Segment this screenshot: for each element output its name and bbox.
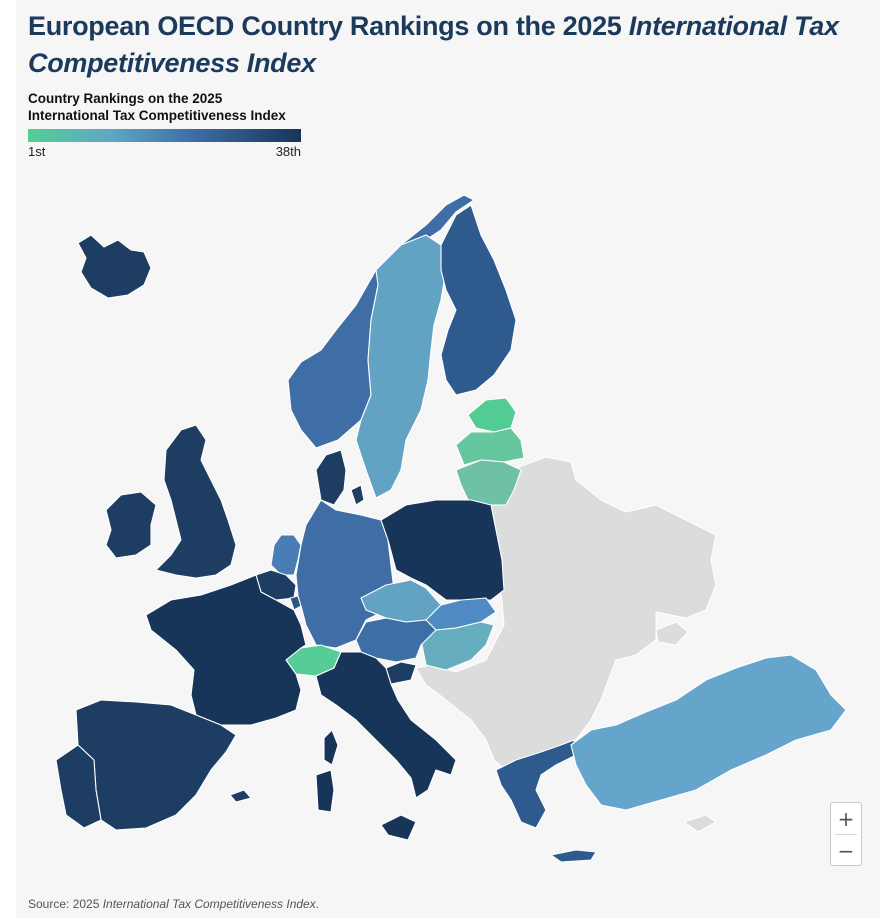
country-italy[interactable] bbox=[315, 651, 457, 799]
source-prefix: Source: 2025 bbox=[28, 897, 103, 911]
country-iceland[interactable] bbox=[77, 234, 152, 299]
country-non-oecd-crimea[interactable] bbox=[655, 621, 689, 646]
legend-labels: 1st 38th bbox=[28, 144, 301, 159]
legend: Country Rankings on the 2025 Internation… bbox=[28, 90, 318, 159]
map-page: European OECD Country Rankings on the 20… bbox=[16, 0, 880, 918]
europe-map[interactable] bbox=[16, 170, 880, 890]
zoom-control: + − bbox=[830, 802, 862, 866]
country-finland[interactable] bbox=[440, 204, 517, 396]
country-france-corsica[interactable] bbox=[323, 729, 339, 766]
page-title: European OECD Country Rankings on the 20… bbox=[28, 8, 868, 82]
legend-gradient-bar bbox=[28, 129, 301, 142]
country-denmark[interactable] bbox=[315, 449, 365, 506]
country-france[interactable] bbox=[145, 574, 307, 726]
country-uk[interactable] bbox=[155, 424, 237, 579]
legend-title-line2: International Tax Competitiveness Index bbox=[28, 108, 286, 123]
country-sweden[interactable] bbox=[355, 234, 447, 499]
title-main: European OECD Country Rankings on the 20… bbox=[28, 11, 629, 41]
country-lithuania[interactable] bbox=[455, 459, 522, 506]
zoom-out-button[interactable]: − bbox=[831, 835, 861, 866]
source-emphasis: International Tax Competitiveness Index bbox=[102, 897, 316, 911]
zoom-in-button[interactable]: + bbox=[831, 803, 861, 834]
country-greece[interactable] bbox=[495, 739, 577, 829]
country-spain-balearics[interactable] bbox=[229, 789, 252, 803]
country-portugal[interactable] bbox=[55, 744, 102, 829]
country-hungary[interactable] bbox=[420, 621, 495, 671]
legend-max-label: 38th bbox=[275, 144, 301, 159]
country-ireland[interactable] bbox=[105, 491, 157, 559]
country-norway[interactable] bbox=[287, 194, 475, 449]
title-emphasis: International Tax Competitiveness Index bbox=[28, 11, 839, 78]
country-latvia[interactable] bbox=[455, 427, 525, 466]
source-note: Source: 2025 International Tax Competiti… bbox=[28, 897, 319, 911]
legend-title-line1: Country Rankings on the 2025 bbox=[28, 91, 223, 106]
country-italy-sicily[interactable] bbox=[380, 814, 417, 841]
source-suffix: . bbox=[315, 897, 320, 911]
country-non-oecd-cyprus[interactable] bbox=[683, 814, 717, 833]
legend-title: Country Rankings on the 2025 Internation… bbox=[28, 90, 318, 124]
country-turkey[interactable] bbox=[570, 654, 847, 811]
legend-min-label: 1st bbox=[28, 144, 46, 159]
country-italy-sardinia[interactable] bbox=[315, 769, 335, 813]
country-estonia[interactable] bbox=[467, 397, 517, 433]
country-greece-crete[interactable] bbox=[550, 849, 597, 863]
country-poland[interactable] bbox=[380, 499, 505, 601]
zoom-divider bbox=[835, 834, 857, 835]
